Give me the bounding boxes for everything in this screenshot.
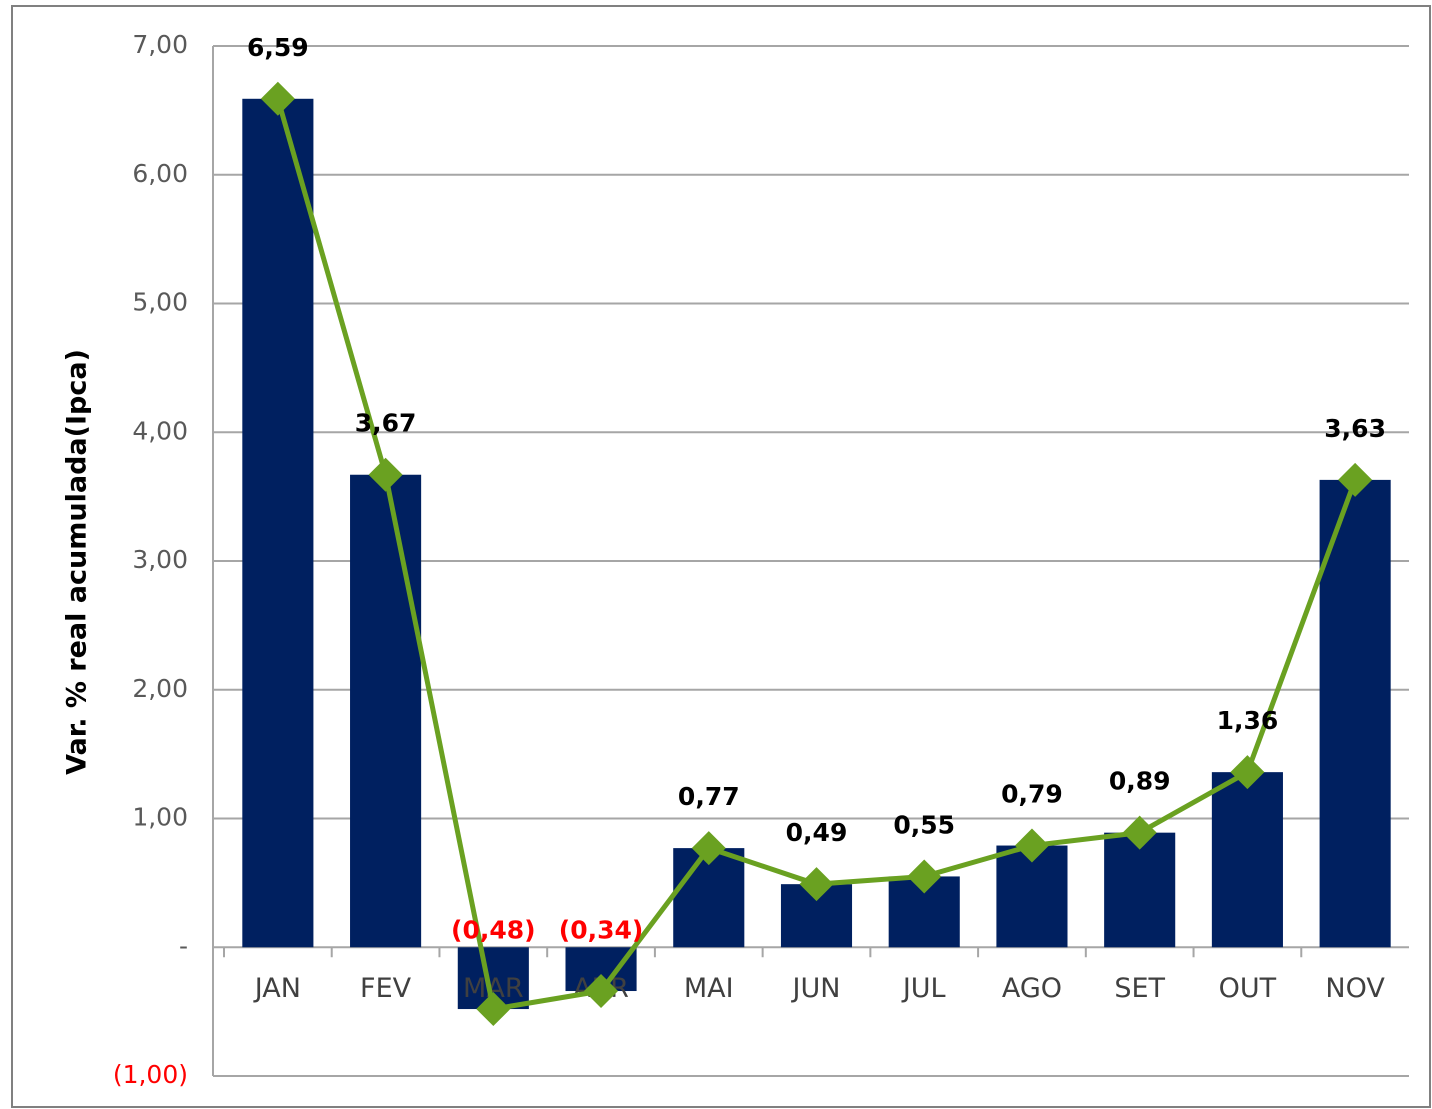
line-marker: [260, 81, 295, 116]
y-tick-label: 6,00: [132, 159, 188, 188]
y-tick-label: (1,00): [113, 1060, 188, 1089]
x-tick-label: OUT: [1219, 973, 1277, 1004]
line-marker: [1014, 828, 1049, 863]
line-marker: [476, 992, 511, 1027]
data-label: 0,55: [893, 810, 955, 839]
bar: [242, 98, 314, 948]
data-label: 3,67: [355, 409, 417, 438]
y-tick-label: 1,00: [132, 803, 188, 832]
data-label: 0,79: [1001, 780, 1063, 809]
data-label: 0,89: [1109, 767, 1171, 796]
y-tick-label: -: [179, 931, 188, 960]
x-tick-label: AGO: [1002, 973, 1062, 1004]
line-marker: [584, 974, 619, 1009]
y-axis-title: Var. % real acumulada(Ipca): [62, 349, 93, 775]
x-tick-label: NOV: [1325, 973, 1385, 1004]
x-tick-label: FEV: [360, 973, 412, 1004]
bar: [1211, 772, 1283, 948]
y-tick-label: 7,00: [132, 30, 188, 59]
data-label: (0,48): [451, 915, 536, 944]
x-tick-label: JUN: [791, 973, 841, 1004]
y-tick-label: 3,00: [132, 545, 188, 574]
x-tick-label: MAI: [684, 973, 734, 1004]
x-tick-label: SET: [1114, 973, 1165, 1004]
line-marker: [1122, 815, 1157, 850]
bar: [1104, 832, 1176, 948]
data-label: 0,49: [786, 818, 848, 847]
bar: [1319, 479, 1391, 948]
data-label: 6,59: [247, 33, 309, 62]
data-label: 0,77: [678, 782, 740, 811]
data-label: (0,34): [559, 915, 644, 944]
line-marker: [691, 831, 726, 866]
x-tick-label: JUL: [901, 973, 946, 1004]
line-marker: [1230, 755, 1265, 790]
line-marker: [368, 457, 403, 492]
x-tick-label: JAN: [253, 973, 301, 1004]
data-label: 3,63: [1324, 414, 1386, 443]
y-tick-label: 2,00: [132, 674, 188, 703]
line-marker: [907, 859, 942, 894]
line-marker: [1338, 462, 1373, 497]
data-label: 1,36: [1217, 706, 1279, 735]
line-marker: [799, 867, 834, 902]
bar: [350, 474, 422, 948]
y-tick-label: 4,00: [132, 416, 188, 445]
y-tick-label: 5,00: [132, 288, 188, 317]
